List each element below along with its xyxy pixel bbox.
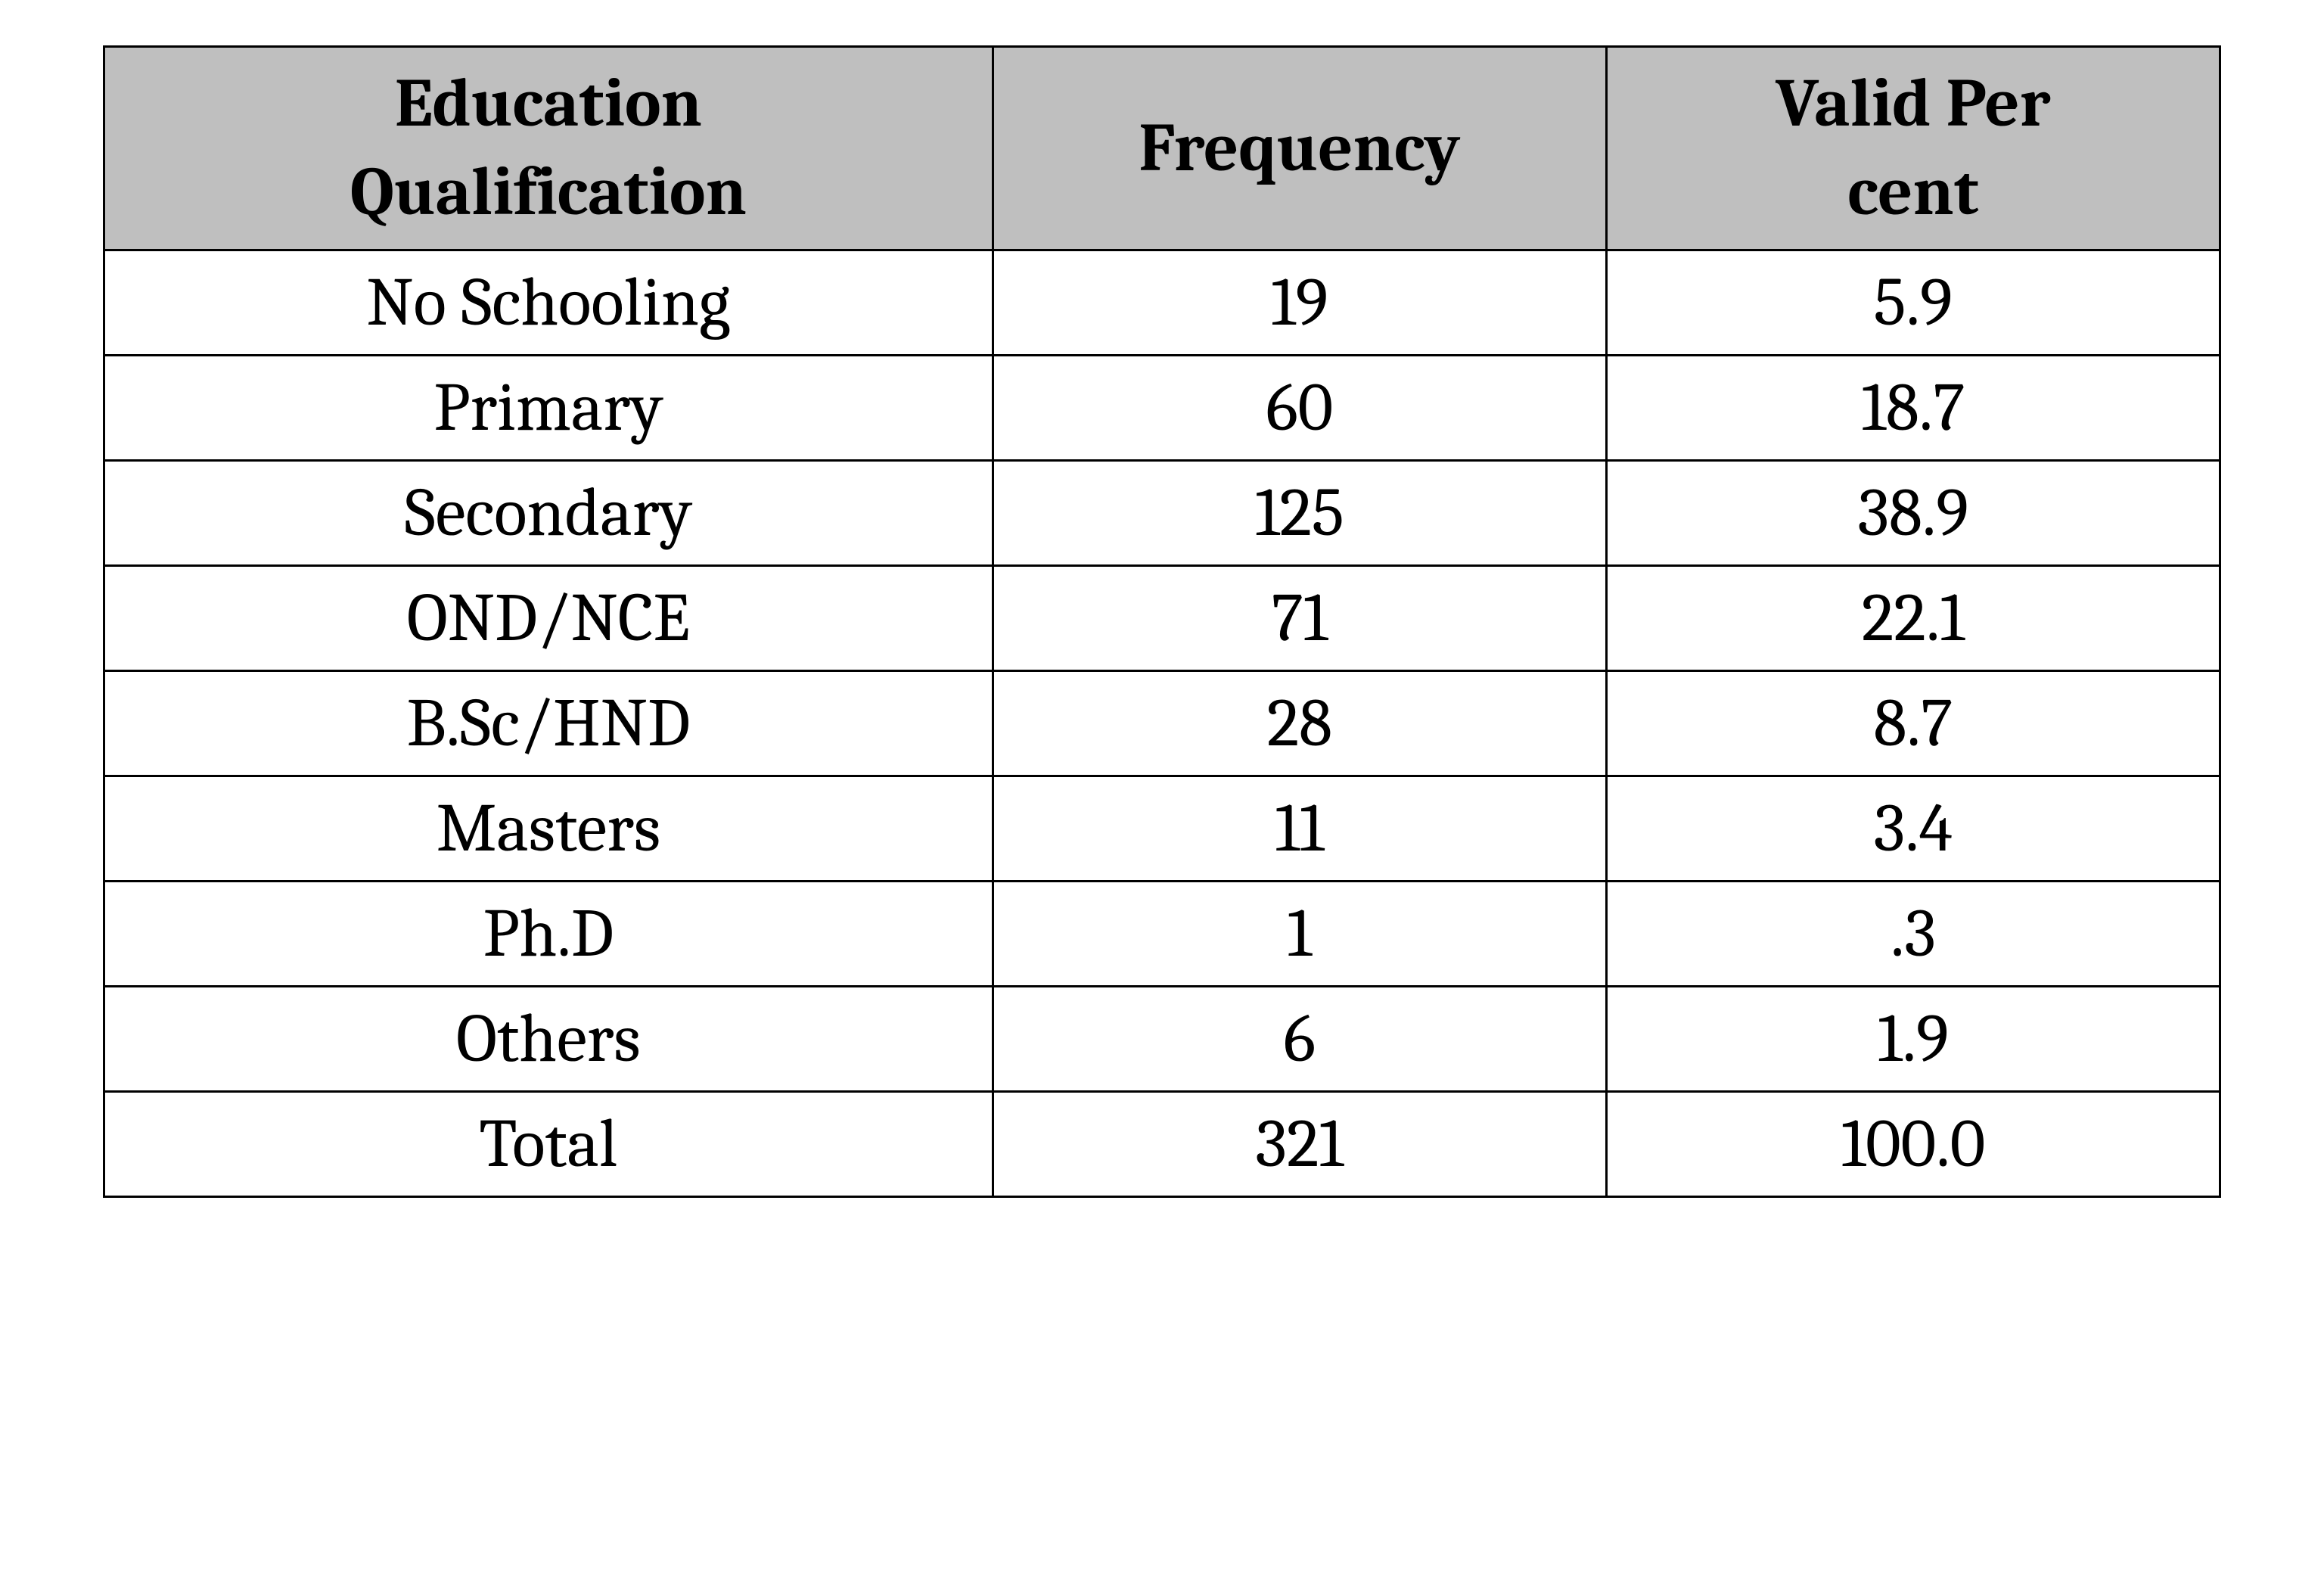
table-row: Secondary 125 38.9 bbox=[104, 461, 2220, 566]
cell-percent: 8.7 bbox=[1606, 671, 2220, 776]
cell-percent: 3.4 bbox=[1606, 776, 2220, 882]
cell-label: Others bbox=[104, 987, 993, 1092]
cell-label: B.Sc/HND bbox=[104, 671, 993, 776]
table-row: OND/NCE 71 22.1 bbox=[104, 566, 2220, 671]
cell-label: OND/NCE bbox=[104, 566, 993, 671]
cell-label: Primary bbox=[104, 356, 993, 461]
table-row: Total 321 100.0 bbox=[104, 1092, 2220, 1197]
table-row: Masters 11 3.4 bbox=[104, 776, 2220, 882]
cell-percent: 5.9 bbox=[1606, 250, 2220, 356]
cell-percent: 18.7 bbox=[1606, 356, 2220, 461]
cell-percent: 22.1 bbox=[1606, 566, 2220, 671]
cell-label: Secondary bbox=[104, 461, 993, 566]
cell-frequency: 1 bbox=[993, 882, 1606, 987]
column-header-education: Education Qualification bbox=[104, 47, 993, 250]
table-body: No Schooling 19 5.9 Primary 60 18.7 Seco… bbox=[104, 250, 2220, 1197]
cell-frequency: 71 bbox=[993, 566, 1606, 671]
cell-percent: 100.0 bbox=[1606, 1092, 2220, 1197]
column-header-percent-line1: Valid Per bbox=[1776, 64, 2050, 143]
cell-frequency: 28 bbox=[993, 671, 1606, 776]
column-header-frequency-line1: Frequency bbox=[1139, 109, 1460, 188]
table-header-row: Education Qualification Frequency Valid … bbox=[104, 47, 2220, 250]
table-row: Primary 60 18.7 bbox=[104, 356, 2220, 461]
cell-label: Masters bbox=[104, 776, 993, 882]
education-qualification-table: Education Qualification Frequency Valid … bbox=[103, 45, 2221, 1198]
column-header-percent-line2: cent bbox=[1847, 153, 1978, 232]
cell-label: Ph.D bbox=[104, 882, 993, 987]
column-header-education-line1: Education bbox=[395, 64, 702, 143]
table-row: Others 6 1.9 bbox=[104, 987, 2220, 1092]
cell-frequency: 6 bbox=[993, 987, 1606, 1092]
column-header-frequency: Frequency bbox=[993, 47, 1606, 250]
cell-frequency: 125 bbox=[993, 461, 1606, 566]
cell-frequency: 11 bbox=[993, 776, 1606, 882]
cell-label: No Schooling bbox=[104, 250, 993, 356]
cell-frequency: 19 bbox=[993, 250, 1606, 356]
cell-label: Total bbox=[104, 1092, 993, 1197]
table-row: B.Sc/HND 28 8.7 bbox=[104, 671, 2220, 776]
cell-percent: 1.9 bbox=[1606, 987, 2220, 1092]
cell-frequency: 60 bbox=[993, 356, 1606, 461]
cell-percent: .3 bbox=[1606, 882, 2220, 987]
table-row: No Schooling 19 5.9 bbox=[104, 250, 2220, 356]
cell-frequency: 321 bbox=[993, 1092, 1606, 1197]
column-header-education-line2: Qualification bbox=[350, 153, 747, 232]
column-header-percent: Valid Per cent bbox=[1606, 47, 2220, 250]
table-row: Ph.D 1 .3 bbox=[104, 882, 2220, 987]
cell-percent: 38.9 bbox=[1606, 461, 2220, 566]
